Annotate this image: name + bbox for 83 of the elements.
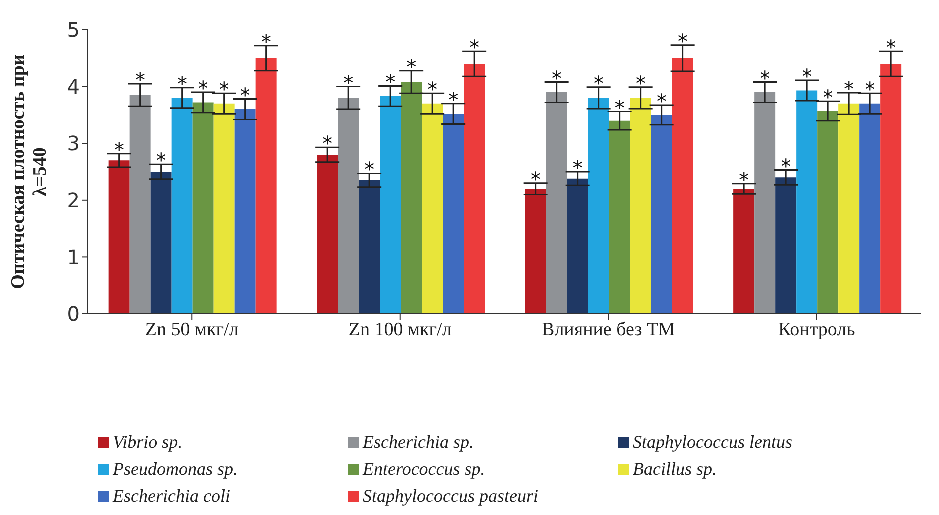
data-label: * [656, 90, 667, 114]
y-tick-label: 0 [67, 302, 80, 326]
data-label: * [198, 76, 208, 100]
data-label: * [781, 154, 792, 178]
bar [546, 92, 568, 314]
data-label: * [802, 64, 812, 89]
y-tick-label: 2 [67, 188, 80, 212]
data-label: * [428, 78, 438, 102]
data-label: * [886, 36, 896, 60]
y-tick-label: 5 [67, 18, 80, 42]
data-label: * [261, 30, 272, 54]
bar [525, 189, 546, 314]
legend-label: Pseudomonas sp. [113, 459, 238, 480]
data-label: * [760, 66, 770, 90]
bar [130, 95, 151, 314]
bar [359, 180, 380, 314]
y-tick-label: 4 [67, 74, 80, 99]
bar [818, 111, 839, 314]
x-tick-label: Zn 50 мкг/л [145, 319, 240, 340]
data-label: * [572, 156, 583, 180]
bar [380, 96, 402, 314]
data-label: * [344, 70, 354, 95]
data-label: * [823, 86, 834, 110]
bar [609, 120, 630, 314]
bar [651, 115, 672, 314]
x-tick-label: Влияние без ТМ [542, 319, 676, 340]
bar [464, 64, 486, 314]
bar [588, 98, 610, 314]
bar [796, 90, 818, 314]
bar [422, 104, 444, 314]
data-label: * [636, 71, 646, 96]
bar [443, 114, 464, 314]
legend-label: Staphylococcus pasteuri [363, 486, 538, 507]
data-label: * [240, 83, 250, 108]
data-label: * [844, 77, 854, 102]
bar [838, 104, 860, 314]
data-label: * [364, 158, 375, 182]
data-label: * [530, 167, 541, 192]
data-label: * [594, 71, 604, 96]
bar [192, 102, 214, 314]
bar [256, 58, 277, 314]
bar [880, 64, 902, 314]
bar [630, 98, 652, 314]
y-tick-label: 3 [67, 132, 80, 156]
data-label: * [739, 168, 750, 192]
y-axis-title: Оптическая плотность при λ=540 [8, 54, 52, 290]
bar [338, 98, 360, 314]
bar [672, 58, 694, 314]
bar [150, 172, 172, 314]
data-label: * [552, 66, 562, 90]
legend-label: Escherichia coli [113, 486, 230, 507]
data-label: * [156, 148, 166, 173]
data-label: * [219, 78, 230, 102]
data-label: * [865, 78, 876, 102]
data-label: * [406, 54, 417, 79]
data-label: * [114, 138, 124, 162]
legend-label: Staphylococcus lentus [633, 432, 792, 453]
bar [567, 178, 588, 314]
y-tick-label: 1 [67, 245, 80, 270]
bar [776, 178, 797, 314]
bar [734, 189, 755, 314]
data-label: * [322, 132, 333, 156]
bar [317, 154, 338, 314]
data-label: * [177, 72, 188, 96]
bar [214, 104, 235, 314]
bar [172, 98, 193, 314]
bar [108, 160, 130, 314]
data-label: * [678, 29, 688, 54]
bar [234, 110, 256, 314]
legend-label: Enterococcus sp. [363, 459, 486, 480]
legend-label: Escherichia sp. [363, 432, 474, 453]
bar [401, 82, 422, 314]
legend-label: Vibrio sp. [113, 432, 183, 453]
data-label: * [614, 96, 625, 120]
data-label: * [386, 70, 396, 94]
bar [754, 92, 776, 314]
data-label: * [135, 68, 146, 92]
x-tick-label: Zn 100 мкг/л [348, 319, 452, 340]
bar [860, 104, 881, 314]
data-label: * [448, 88, 459, 112]
x-tick-label: Контроль [778, 319, 856, 340]
data-label: * [470, 36, 480, 60]
legend-label: Bacillus sp. [633, 459, 717, 480]
